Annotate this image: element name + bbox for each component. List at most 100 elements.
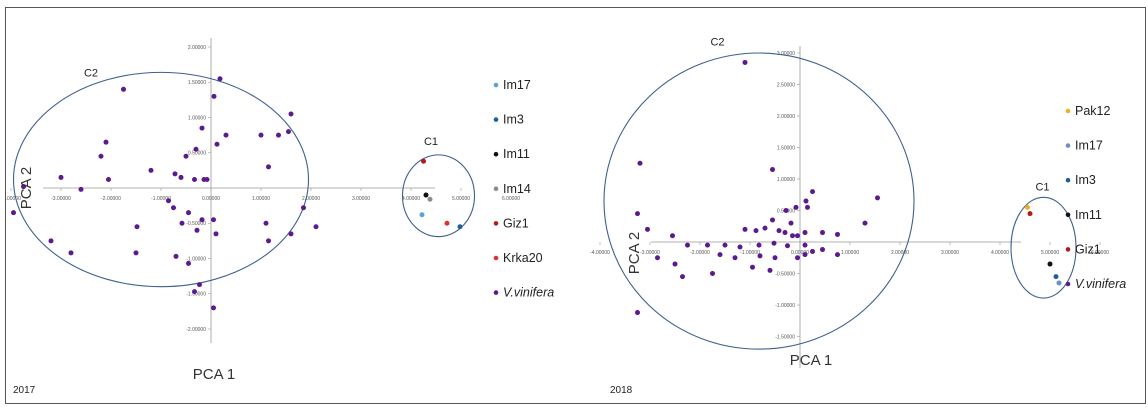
chart-2017-legend-marker (493, 255, 499, 261)
chart-2017-point-vvinifera (266, 164, 271, 170)
chart-2017-cluster-c1-ellipse (401, 154, 476, 238)
chart-2017-point-vvinifera (199, 217, 205, 223)
chart-2017-x-tick-label: 3.00000 (352, 196, 370, 202)
chart-2018-cluster-c1-ellipse (1010, 196, 1077, 299)
chart-2017-x-tick-label: 5.00000 (452, 196, 470, 202)
chart-2018-point-vvinifera (790, 233, 795, 239)
chart-2018-point-vvinifera (637, 160, 643, 166)
chart-2017-legend-marker (493, 221, 499, 226)
chart-2018-x-tick-label: 4.00000 (991, 250, 1009, 256)
figure-frame: -4.00000 -3.00000 -2.00000 -1.00000 0.00000 1… (5, 7, 1146, 404)
chart-2018-x-tick-label: 5.00000 (1041, 250, 1059, 256)
chart-2018-point-pak12 (1025, 204, 1030, 210)
chart-2018-point-vvinifera (767, 267, 773, 273)
chart-2017-point-vvinifera (223, 132, 229, 138)
chart-2018-point-vvinifera (785, 243, 790, 249)
chart-2017-point-vvinifera (263, 220, 269, 226)
chart-2017-y-tick-label: -2.00000 (186, 327, 206, 333)
chart-2018-x-tick-label: -3.00000 (640, 250, 660, 256)
chart-2018-point-vvinifera (783, 208, 789, 213)
chart-2018-point-vvinifera (717, 252, 723, 258)
chart-2017-x-tick-label: 6.00000 (502, 196, 520, 202)
chart-2017-point-vvinifera (148, 167, 154, 173)
chart-2017-point-vvinifera (211, 305, 216, 311)
chart-2017-point-vvinifera (276, 132, 281, 138)
chart-2017-point-krka20 (444, 220, 450, 226)
chart-2018-point-im17 (1056, 280, 1062, 286)
chart-2017-cluster-c1-label: C1 (424, 136, 438, 148)
chart-2018-x-tick-label: 0.00000 (791, 250, 809, 256)
chart-2018-point-vvinifera (782, 230, 788, 236)
chart-2018-point-vvinifera (750, 264, 755, 270)
chart-2017-point-vvinifera (211, 93, 217, 99)
chart-2017-point-vvinifera (258, 132, 264, 138)
chart-2018-legend-label: Giz1 (1075, 242, 1101, 256)
chart-2017-y-tick-label: -1.00000 (186, 256, 206, 262)
chart-2017-legend-label: Krka20 (503, 251, 543, 265)
chart-2017-point-vvinifera (171, 205, 176, 211)
chart-2018-point-vvinifera (776, 228, 782, 234)
chart-2018-legend-marker (1065, 281, 1071, 287)
chart-2018-point-vvinifera (635, 310, 640, 316)
chart-2018-year-label: 2018 (610, 385, 633, 396)
chart-2018-legend-marker (1065, 212, 1071, 218)
chart-2018-point-im11 (1047, 261, 1053, 267)
chart-2017-point-vvinifera (78, 186, 84, 192)
chart-2018-point-vvinifera (680, 274, 685, 280)
chart-2017-point-vvinifera (11, 210, 16, 216)
chart-2018-x-tick-label: 6.00000 (1091, 250, 1109, 256)
chart-2018-x-tick-label: -1.00000 (740, 250, 760, 256)
chart-2017-cluster-c2-label: C2 (84, 68, 98, 80)
chart-2018-legend-marker (1065, 108, 1071, 114)
chart-2017-point-vvinifera (172, 171, 178, 177)
chart-2018-x-axis-title: PCA 1 (790, 352, 833, 369)
chart-2018-point-vvinifera (802, 230, 808, 236)
chart-2017-legend-label: Im14 (503, 182, 531, 196)
chart-2018-legend-label: Pak12 (1075, 104, 1110, 118)
chart-2017-point-vvinifera (301, 205, 306, 211)
chart-2018-x-tick-label: 2.00000 (891, 250, 909, 256)
chart-2018-point-vvinifera (710, 271, 715, 276)
chart-2018-legend-marker (1065, 247, 1071, 252)
chart-2017-legend-marker (493, 186, 499, 192)
chart-2018-x-tick-label: -4.00000 (590, 250, 610, 256)
chart-2018: -4.00000 -3.00000 -2.00000 -1.00000 0.00000 1… (590, 36, 1126, 396)
chart-2018-point-vvinifera (742, 59, 748, 65)
chart-2017-x-tick-label: -4.00000 (6, 196, 21, 202)
chart-2017-point-vvinifera (214, 141, 220, 147)
chart-2018-legend-label: Im11 (1075, 208, 1102, 222)
chart-2017-point-vvinifera (166, 198, 171, 204)
chart-2018-point-vvinifera (803, 198, 809, 204)
chart-2018-point-vvinifera (670, 233, 675, 239)
chart-2017-point-vvinifera (178, 174, 184, 180)
chart-2018-point-vvinifera (732, 255, 738, 261)
chart-2018-legend-label: Im17 (1075, 139, 1103, 153)
chart-2018-point-vvinifera (770, 167, 775, 173)
chart-2017-y-axis-title: PCA 2 (18, 167, 35, 210)
chart-2017-point-vvinifera (103, 139, 109, 145)
chart-2018-point-vvinifera (795, 233, 800, 239)
chart-2018-cluster-c2-ellipse (603, 52, 915, 350)
chart-2018-point-vvinifera (645, 226, 650, 232)
chart-2017-y-tick-label: 2.00000 (188, 45, 206, 51)
chart-2017-point-im11 (423, 192, 429, 198)
chart-2018-point-vvinifera (742, 226, 748, 232)
chart-2017-point-vvinifera (286, 129, 291, 135)
chart-2017: -4.00000 -3.00000 -2.00000 -1.00000 0.00000 1… (6, 38, 554, 396)
chart-2018-point-vvinifera (770, 217, 775, 223)
chart-2017-point-vvinifera (121, 86, 126, 92)
chart-2017-point-vvinifera (186, 210, 191, 216)
chart-2018-point-vvinifera (805, 204, 810, 210)
chart-2017-x-tick-label: 1.00000 (252, 196, 270, 202)
chart-2017-point-im3 (457, 224, 463, 230)
chart-2018-point-vvinifera (835, 252, 840, 258)
chart-2018-x-tick-label: -2.00000 (690, 250, 710, 256)
chart-2017-y-tick-label: 0.50000 (188, 151, 206, 157)
chart-2018-y-tick-label: 2.00000 (777, 114, 795, 120)
chart-2017-y-tick-label: 1.50000 (188, 80, 206, 86)
chart-2018-point-vvinifera (810, 248, 815, 254)
chart-2018-point-vvinifera (810, 189, 815, 195)
chart-2017-point-vvinifera (204, 177, 210, 183)
chart-2017-point-vvinifera (48, 238, 54, 244)
chart-2018-point-vvinifera (753, 228, 759, 234)
